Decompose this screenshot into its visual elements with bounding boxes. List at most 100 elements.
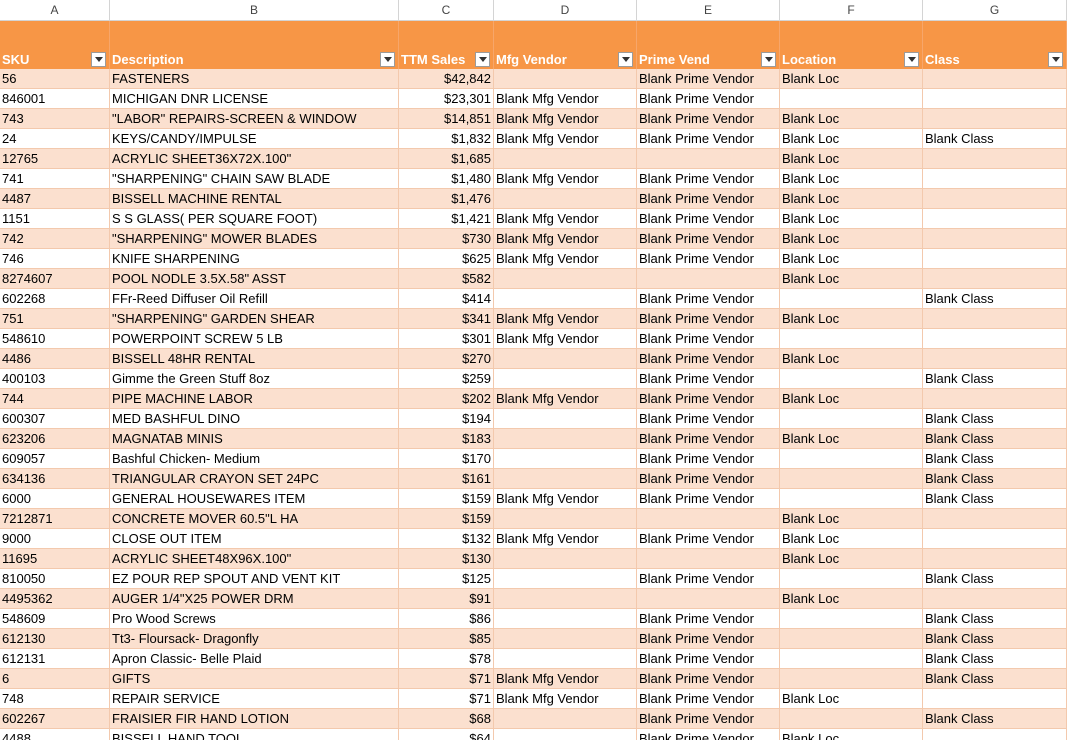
cell-prime-vendor[interactable]: [637, 149, 780, 169]
cell-class[interactable]: [923, 269, 1067, 289]
cell-class[interactable]: [923, 389, 1067, 409]
header-ttm-sales[interactable]: TTM Sales: [399, 21, 494, 69]
cell-description[interactable]: POOL NODLE 3.5X.58" ASST: [110, 269, 399, 289]
cell-mfg-vendor[interactable]: Blank Mfg Vendor: [494, 129, 637, 149]
cell-ttm-sales[interactable]: $194: [399, 409, 494, 429]
cell-prime-vendor[interactable]: Blank Prime Vendor: [637, 129, 780, 149]
cell-sku[interactable]: 744: [0, 389, 110, 409]
header-prime-vend[interactable]: Prime Vend: [637, 21, 780, 69]
cell-sku[interactable]: 612130: [0, 629, 110, 649]
cell-ttm-sales[interactable]: $730: [399, 229, 494, 249]
cell-location[interactable]: Blank Loc: [780, 129, 923, 149]
cell-mfg-vendor[interactable]: Blank Mfg Vendor: [494, 329, 637, 349]
cell-class[interactable]: [923, 529, 1067, 549]
cell-location[interactable]: Blank Loc: [780, 429, 923, 449]
cell-sku[interactable]: 746: [0, 249, 110, 269]
column-letter-f[interactable]: F: [780, 0, 923, 20]
cell-mfg-vendor[interactable]: [494, 409, 637, 429]
cell-description[interactable]: KEYS/CANDY/IMPULSE: [110, 129, 399, 149]
cell-class[interactable]: [923, 689, 1067, 709]
column-letter-c[interactable]: C: [399, 0, 494, 20]
cell-class[interactable]: [923, 209, 1067, 229]
cell-ttm-sales[interactable]: $85: [399, 629, 494, 649]
cell-prime-vendor[interactable]: Blank Prime Vendor: [637, 229, 780, 249]
cell-location[interactable]: [780, 329, 923, 349]
cell-ttm-sales[interactable]: $68: [399, 709, 494, 729]
header-location[interactable]: Location: [780, 21, 923, 69]
cell-class[interactable]: [923, 89, 1067, 109]
cell-prime-vendor[interactable]: [637, 549, 780, 569]
header-class[interactable]: Class: [923, 21, 1067, 69]
cell-description[interactable]: CONCRETE MOVER 60.5"L HA: [110, 509, 399, 529]
column-letter-d[interactable]: D: [494, 0, 637, 20]
cell-prime-vendor[interactable]: Blank Prime Vendor: [637, 609, 780, 629]
cell-prime-vendor[interactable]: Blank Prime Vendor: [637, 349, 780, 369]
cell-ttm-sales[interactable]: $64: [399, 729, 494, 740]
cell-location[interactable]: Blank Loc: [780, 69, 923, 89]
cell-location[interactable]: [780, 649, 923, 669]
cell-sku[interactable]: 6000: [0, 489, 110, 509]
cell-description[interactable]: Tt3- Floursack- Dragonfly: [110, 629, 399, 649]
cell-ttm-sales[interactable]: $301: [399, 329, 494, 349]
cell-sku[interactable]: 4486: [0, 349, 110, 369]
cell-mfg-vendor[interactable]: [494, 509, 637, 529]
cell-sku[interactable]: 6: [0, 669, 110, 689]
cell-mfg-vendor[interactable]: [494, 449, 637, 469]
cell-ttm-sales[interactable]: $161: [399, 469, 494, 489]
cell-location[interactable]: Blank Loc: [780, 209, 923, 229]
cell-ttm-sales[interactable]: $414: [399, 289, 494, 309]
column-letter-a[interactable]: A: [0, 0, 110, 20]
cell-prime-vendor[interactable]: Blank Prime Vendor: [637, 489, 780, 509]
cell-prime-vendor[interactable]: Blank Prime Vendor: [637, 429, 780, 449]
cell-prime-vendor[interactable]: [637, 269, 780, 289]
cell-ttm-sales[interactable]: $71: [399, 669, 494, 689]
cell-ttm-sales[interactable]: $202: [399, 389, 494, 409]
cell-class[interactable]: Blank Class: [923, 489, 1067, 509]
cell-sku[interactable]: 741: [0, 169, 110, 189]
cell-ttm-sales[interactable]: $78: [399, 649, 494, 669]
cell-location[interactable]: Blank Loc: [780, 589, 923, 609]
cell-prime-vendor[interactable]: Blank Prime Vendor: [637, 89, 780, 109]
cell-prime-vendor[interactable]: Blank Prime Vendor: [637, 709, 780, 729]
cell-ttm-sales[interactable]: $1,832: [399, 129, 494, 149]
cell-prime-vendor[interactable]: Blank Prime Vendor: [637, 109, 780, 129]
cell-class[interactable]: [923, 229, 1067, 249]
cell-class[interactable]: [923, 189, 1067, 209]
cell-ttm-sales[interactable]: $582: [399, 269, 494, 289]
cell-location[interactable]: [780, 289, 923, 309]
cell-ttm-sales[interactable]: $1,480: [399, 169, 494, 189]
cell-sku[interactable]: 612131: [0, 649, 110, 669]
cell-class[interactable]: [923, 69, 1067, 89]
cell-class[interactable]: Blank Class: [923, 429, 1067, 449]
cell-mfg-vendor[interactable]: [494, 469, 637, 489]
cell-description[interactable]: FFr-Reed Diffuser Oil Refill: [110, 289, 399, 309]
cell-mfg-vendor[interactable]: Blank Mfg Vendor: [494, 689, 637, 709]
cell-location[interactable]: Blank Loc: [780, 349, 923, 369]
cell-mfg-vendor[interactable]: Blank Mfg Vendor: [494, 169, 637, 189]
cell-location[interactable]: [780, 609, 923, 629]
cell-prime-vendor[interactable]: Blank Prime Vendor: [637, 669, 780, 689]
cell-class[interactable]: [923, 249, 1067, 269]
cell-mfg-vendor[interactable]: [494, 549, 637, 569]
cell-sku[interactable]: 743: [0, 109, 110, 129]
filter-dropdown-icon[interactable]: [475, 52, 490, 67]
cell-description[interactable]: REPAIR SERVICE: [110, 689, 399, 709]
cell-location[interactable]: [780, 89, 923, 109]
header-description[interactable]: Description: [110, 21, 399, 69]
cell-ttm-sales[interactable]: $130: [399, 549, 494, 569]
cell-mfg-vendor[interactable]: Blank Mfg Vendor: [494, 489, 637, 509]
cell-ttm-sales[interactable]: $91: [399, 589, 494, 609]
cell-mfg-vendor[interactable]: Blank Mfg Vendor: [494, 209, 637, 229]
cell-mfg-vendor[interactable]: Blank Mfg Vendor: [494, 89, 637, 109]
cell-sku[interactable]: 56: [0, 69, 110, 89]
cell-mfg-vendor[interactable]: [494, 629, 637, 649]
cell-mfg-vendor[interactable]: [494, 429, 637, 449]
cell-description[interactable]: TRIANGULAR CRAYON SET 24PC: [110, 469, 399, 489]
cell-description[interactable]: KNIFE SHARPENING: [110, 249, 399, 269]
cell-sku[interactable]: 810050: [0, 569, 110, 589]
cell-sku[interactable]: 742: [0, 229, 110, 249]
cell-location[interactable]: [780, 469, 923, 489]
cell-mfg-vendor[interactable]: [494, 709, 637, 729]
cell-class[interactable]: Blank Class: [923, 649, 1067, 669]
cell-description[interactable]: "SHARPENING" MOWER BLADES: [110, 229, 399, 249]
